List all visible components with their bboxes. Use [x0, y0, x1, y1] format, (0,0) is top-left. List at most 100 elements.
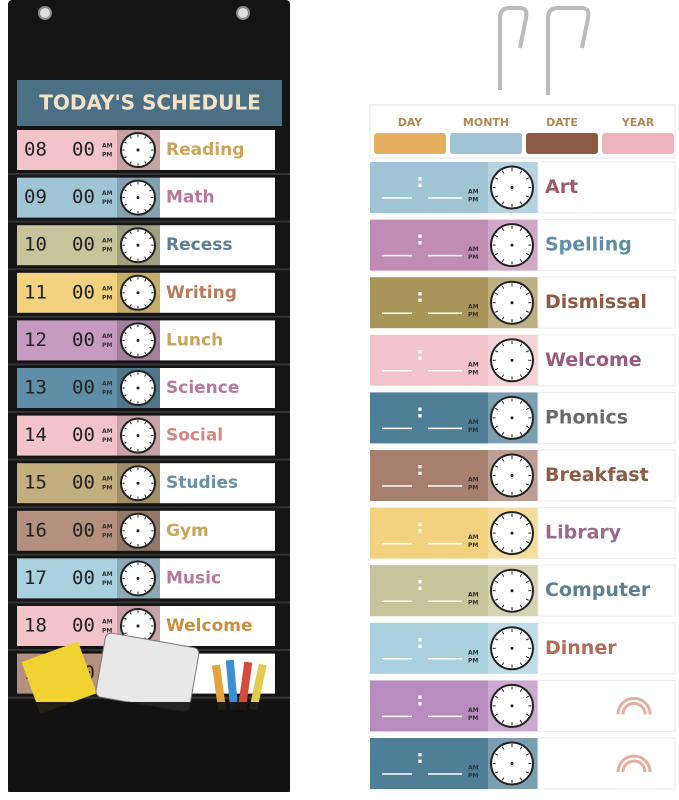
clock-tick — [129, 469, 132, 472]
am-label: AM — [102, 238, 113, 245]
clock-tick — [519, 201, 523, 205]
clock-tick — [149, 251, 152, 254]
clock-tick — [129, 183, 132, 187]
clock-tick — [129, 279, 132, 282]
hour: 11 — [24, 281, 47, 303]
clock-tick — [525, 483, 529, 486]
clock-tick — [149, 522, 152, 525]
hour: 09 — [24, 186, 47, 208]
clock-tick — [144, 161, 147, 164]
clock-tick — [525, 580, 529, 583]
colon: : — [416, 459, 423, 480]
clock-tick — [519, 259, 523, 263]
clock-tick — [129, 351, 132, 355]
am-label: AM — [102, 190, 113, 197]
clock-tick — [129, 612, 132, 615]
am-label: AM — [102, 381, 113, 388]
date-field — [602, 133, 674, 154]
activity-label: Art — [545, 176, 578, 198]
clock-tick — [525, 713, 529, 716]
clock-tick — [501, 688, 505, 692]
card-time-section — [17, 415, 117, 456]
clock-tick — [144, 542, 147, 545]
rainbow-icon — [616, 754, 652, 773]
hour: 17 — [24, 567, 47, 589]
card-time-section — [370, 507, 488, 559]
pm-label: PM — [468, 657, 478, 664]
activity-label: Science — [166, 378, 239, 398]
clock-tick — [519, 489, 523, 493]
clock-tick — [149, 536, 152, 540]
pencil — [249, 663, 267, 711]
minute: 00 — [72, 615, 95, 637]
card-label-section — [537, 449, 676, 502]
colon: : — [416, 747, 423, 768]
activity-label: Lunch — [166, 330, 223, 350]
clock-tick — [129, 421, 132, 425]
clock-tick — [495, 195, 499, 198]
colon: : — [416, 344, 423, 365]
clock-tick — [525, 753, 529, 756]
clock-tick — [129, 542, 132, 545]
hour: 18 — [24, 615, 47, 637]
card-time-section — [370, 277, 488, 329]
clock-tick — [129, 256, 132, 259]
clock-tick — [501, 259, 505, 263]
date-field-label: DAY — [398, 116, 424, 129]
activity-label: Social — [166, 426, 223, 446]
clock-tick — [129, 231, 132, 234]
card-label-section — [537, 737, 676, 790]
clock-tick — [525, 425, 529, 428]
clock-tick — [149, 284, 152, 287]
clock-tick — [525, 195, 529, 198]
clock-tick — [149, 189, 152, 192]
clock-tick — [525, 368, 529, 371]
pm-label: PM — [468, 600, 478, 607]
pencil — [211, 664, 227, 711]
clock-center — [510, 474, 514, 477]
clock-tick — [519, 746, 523, 750]
card-time-section — [17, 320, 117, 361]
clock-tick — [495, 292, 499, 295]
clock-tick — [124, 427, 127, 430]
clock-tick — [144, 399, 147, 402]
clock-tick — [149, 379, 152, 382]
clock-tick — [124, 251, 127, 254]
clock-center — [136, 529, 140, 533]
clock-tick — [501, 316, 505, 320]
clock-tick — [124, 156, 127, 159]
card-time-section — [370, 450, 488, 501]
clock-tick — [501, 547, 505, 551]
clock-tick — [129, 304, 132, 307]
activity-label: Library — [545, 522, 622, 544]
clock-tick — [525, 252, 529, 256]
clock-tick — [129, 136, 132, 139]
pm-label: PM — [102, 532, 112, 539]
clock-tick — [519, 719, 523, 723]
date-field — [374, 133, 446, 154]
clock-tick — [149, 236, 152, 240]
hour: 12 — [24, 329, 47, 351]
clock-tick — [495, 425, 499, 428]
clock-tick — [501, 719, 505, 723]
clock-tick — [149, 489, 152, 492]
clock-tick — [124, 441, 127, 444]
am-label: AM — [468, 765, 479, 772]
card-label-section — [537, 564, 676, 617]
clock-tick — [519, 431, 523, 435]
clock-tick — [501, 431, 505, 435]
clock-tick — [501, 573, 505, 577]
card-label-section — [537, 219, 676, 272]
title-card — [17, 80, 282, 126]
clock-tick — [525, 638, 529, 641]
clock-tick — [519, 458, 523, 462]
clock-tick — [129, 589, 132, 593]
hour: 10 — [24, 234, 47, 256]
clock-tick — [525, 656, 529, 659]
clock-tick — [124, 570, 127, 573]
clock-tick — [495, 368, 499, 371]
activity-label: Welcome — [545, 349, 642, 371]
activity-label: Welcome — [166, 616, 253, 636]
hour: 08 — [24, 139, 47, 161]
pm-label: PM — [468, 715, 478, 722]
